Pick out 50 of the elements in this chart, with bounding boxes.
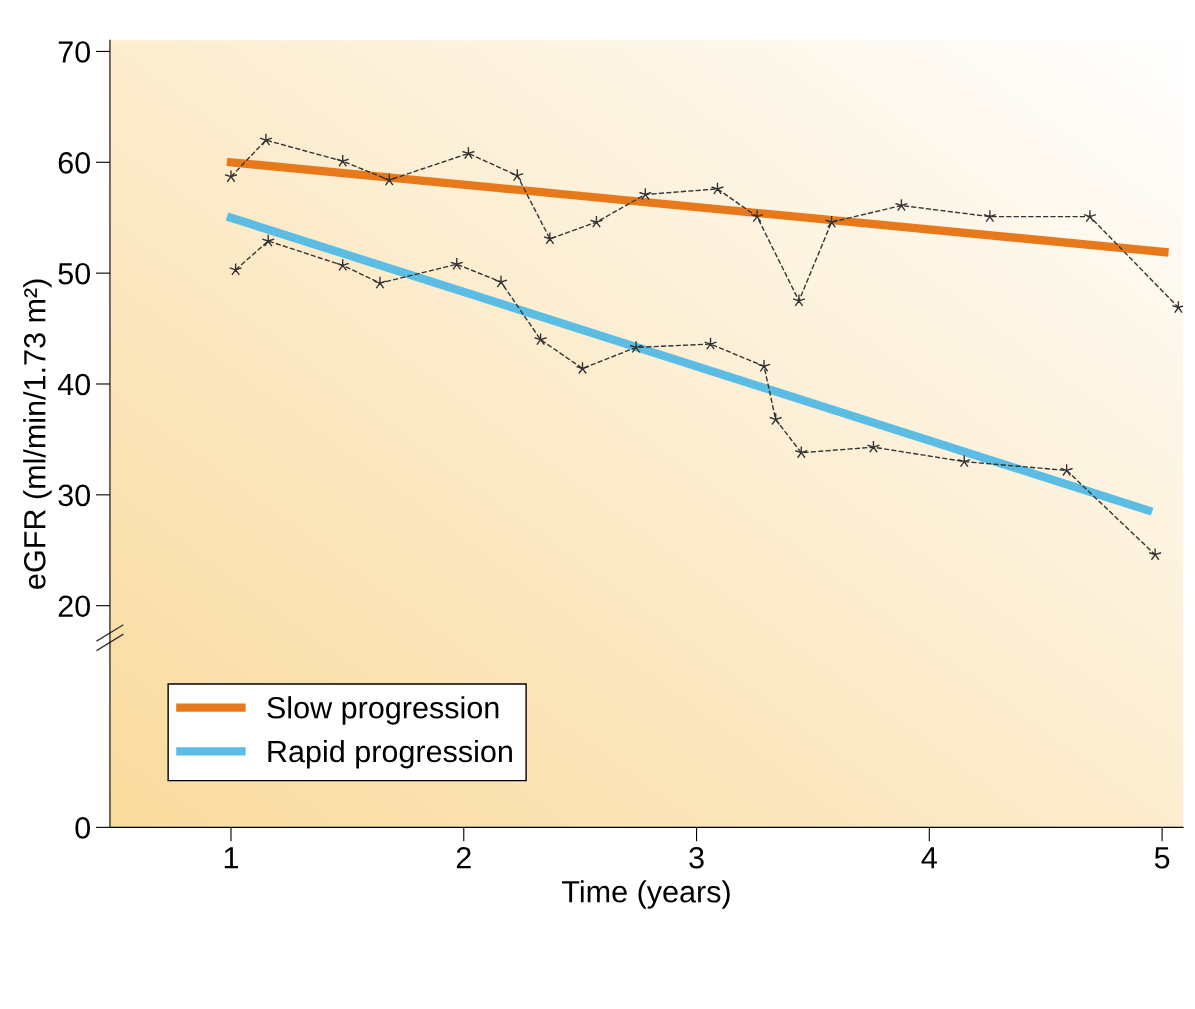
y-tick-label: 70 xyxy=(58,41,90,63)
point xyxy=(824,215,839,228)
point xyxy=(229,262,243,276)
x-axis-title: Time (years) xyxy=(562,880,730,909)
point xyxy=(336,154,350,167)
point xyxy=(1148,547,1162,561)
point xyxy=(510,168,524,182)
point xyxy=(710,181,725,195)
point xyxy=(261,234,275,247)
point xyxy=(638,187,652,201)
point xyxy=(543,231,557,245)
point xyxy=(750,209,764,223)
point xyxy=(336,258,350,272)
y-axis-title: eGFR (ml/min/1.73 m²) xyxy=(23,279,52,589)
x-tick-label: 4 xyxy=(921,847,937,869)
x-tick-label: 5 xyxy=(1154,847,1170,869)
x-tick-label: 1 xyxy=(224,847,238,869)
y-tick-label: 40 xyxy=(57,373,90,396)
point xyxy=(629,340,643,354)
point xyxy=(794,445,808,459)
point xyxy=(1060,463,1074,477)
point xyxy=(1083,209,1097,223)
y-tick-label: 30 xyxy=(58,484,90,507)
point xyxy=(894,198,909,212)
point xyxy=(769,412,783,426)
x-tick-label: 2 xyxy=(456,846,471,869)
point xyxy=(373,276,387,289)
point xyxy=(461,146,476,160)
legend-label: Slow progression xyxy=(267,696,499,725)
point xyxy=(757,359,771,373)
y-tick-label: 20 xyxy=(58,595,90,618)
point xyxy=(957,454,971,468)
point xyxy=(983,209,997,223)
point xyxy=(382,173,396,186)
point xyxy=(259,133,273,146)
point xyxy=(589,215,604,228)
point xyxy=(575,361,590,375)
point xyxy=(1171,300,1184,314)
point xyxy=(224,169,238,183)
point xyxy=(450,257,464,271)
point xyxy=(792,293,806,307)
point xyxy=(703,337,718,350)
point xyxy=(866,440,881,453)
legend-label: Rapid progression xyxy=(268,739,512,769)
point xyxy=(533,332,548,346)
y-tick-label: 50 xyxy=(58,262,90,285)
x-tick-label: 3 xyxy=(689,846,704,869)
y-tick-label: 60 xyxy=(58,152,90,174)
point xyxy=(494,275,508,288)
y-tick-label: 0 xyxy=(75,817,90,839)
